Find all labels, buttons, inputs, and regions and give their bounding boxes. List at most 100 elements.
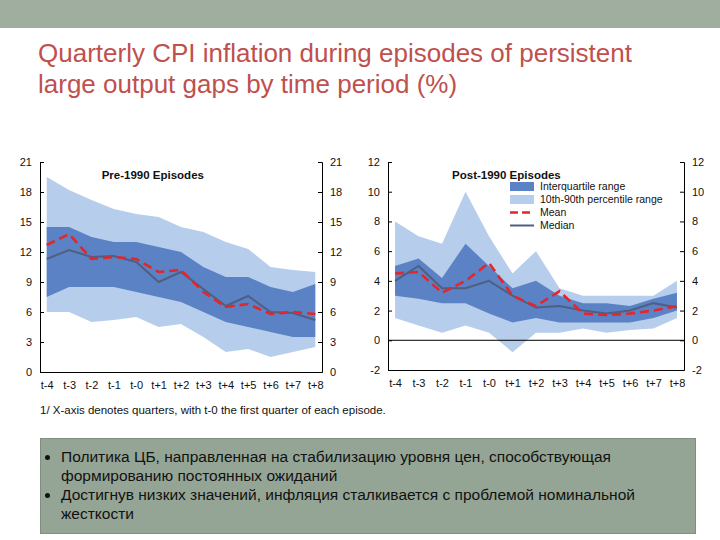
y-tick: 8 bbox=[374, 215, 392, 227]
y-tick: 12 bbox=[680, 156, 704, 168]
y-tick: 21 bbox=[318, 156, 342, 168]
legend-item: Mean bbox=[510, 206, 566, 218]
tick-mark bbox=[680, 340, 684, 341]
legend-swatch bbox=[510, 195, 534, 204]
x-tick-label: t+8 bbox=[308, 379, 324, 391]
axis-line bbox=[41, 372, 323, 373]
axis-line bbox=[389, 370, 685, 371]
y-tick-label: 15 bbox=[20, 216, 32, 228]
y-tick: 10 bbox=[368, 186, 392, 198]
zero-line bbox=[388, 340, 684, 341]
y-tick-label: 6 bbox=[26, 306, 32, 318]
legend: Interquartile range10th-90th percentile … bbox=[510, 180, 663, 231]
x-tick-label: t+2 bbox=[529, 377, 545, 389]
plot-marks bbox=[47, 177, 316, 357]
legend-item: Interquartile range bbox=[510, 180, 625, 192]
y-tick-label: 2 bbox=[692, 305, 698, 317]
x-tick-label: t-1 bbox=[108, 379, 121, 391]
y-tick-label: 18 bbox=[330, 186, 342, 198]
y-tick: 6 bbox=[374, 245, 392, 257]
x-tick: t-0 bbox=[130, 372, 143, 391]
legend-label: Median bbox=[540, 219, 575, 231]
tick-mark bbox=[40, 192, 44, 193]
tick-mark bbox=[40, 252, 44, 253]
tick-mark bbox=[318, 282, 322, 283]
x-tick-label: t-0 bbox=[130, 379, 143, 391]
range-band bbox=[395, 244, 677, 323]
tick-mark bbox=[40, 312, 44, 313]
header-bar bbox=[0, 0, 720, 28]
range-band bbox=[395, 192, 677, 352]
legend-item: Median bbox=[510, 219, 575, 231]
x-tick: t-4 bbox=[389, 370, 402, 389]
x-tick: t-1 bbox=[460, 370, 473, 389]
chart-panel: -2024681012-2024681012t-4t-3t-2t-1t-0t+1… bbox=[368, 156, 705, 389]
tick-mark bbox=[388, 192, 392, 193]
tick-mark bbox=[680, 162, 684, 163]
y-tick: 3 bbox=[26, 336, 44, 348]
y-tick: 10 bbox=[680, 186, 704, 198]
tick-mark bbox=[318, 192, 322, 193]
y-tick-label: 21 bbox=[330, 156, 342, 168]
x-axis: t-4t-3t-2t-1t-0t+1t+2t+3t+4t+5t+6t+7t+8 bbox=[41, 372, 324, 391]
x-tick: t+4 bbox=[218, 372, 234, 391]
tick-mark bbox=[680, 251, 684, 252]
slide-title: Quarterly CPI inflation during episodes … bbox=[38, 38, 638, 100]
x-tick: t-3 bbox=[63, 372, 76, 391]
tick-mark bbox=[40, 282, 44, 283]
x-tick-label: t+1 bbox=[151, 379, 167, 391]
x-tick: t+5 bbox=[241, 372, 257, 391]
axis-line bbox=[389, 163, 393, 371]
x-tick: t-4 bbox=[41, 372, 54, 391]
y-tick-label: -2 bbox=[370, 364, 380, 376]
mean-line bbox=[395, 263, 677, 315]
y-tick: 4 bbox=[374, 275, 392, 287]
note-item: Достигнув низких значений, инфляция стал… bbox=[61, 485, 685, 523]
axis-line bbox=[680, 163, 685, 371]
median-line bbox=[47, 250, 316, 320]
legend-label: 10th-90th percentile range bbox=[540, 193, 663, 205]
x-tick: t+4 bbox=[576, 370, 592, 389]
y-tick-label: 2 bbox=[374, 305, 380, 317]
y-tick: 12 bbox=[368, 156, 392, 168]
y-tick: 18 bbox=[20, 186, 44, 198]
y-tick: 8 bbox=[680, 215, 698, 227]
y-tick-label: 6 bbox=[692, 245, 698, 257]
y-tick-label: 0 bbox=[26, 366, 32, 378]
y-axis-right: 036912151821 bbox=[318, 156, 342, 378]
x-tick: t-3 bbox=[413, 370, 426, 389]
y-tick-label: 4 bbox=[374, 275, 380, 287]
tick-mark bbox=[680, 281, 684, 282]
slide: 1/ X-axis denotes quarters, with t-0 the… bbox=[0, 0, 720, 540]
y-tick-label: 6 bbox=[330, 306, 336, 318]
x-tick-label: t-3 bbox=[63, 379, 76, 391]
tick-mark bbox=[388, 311, 392, 312]
x-tick-label: t+7 bbox=[646, 377, 662, 389]
y-tick: 0 bbox=[374, 334, 392, 346]
x-tick-label: t+3 bbox=[196, 379, 212, 391]
tick-mark bbox=[318, 312, 322, 313]
x-tick: t+7 bbox=[646, 370, 662, 389]
x-tick: t-2 bbox=[86, 372, 99, 391]
y-axis-left: 036912151821 bbox=[20, 156, 44, 378]
x-tick-label: t-1 bbox=[460, 377, 473, 389]
tick-mark bbox=[388, 281, 392, 282]
range-band bbox=[47, 227, 316, 337]
y-tick-label: 0 bbox=[374, 334, 380, 346]
y-tick-label: 3 bbox=[330, 336, 336, 348]
legend-swatch bbox=[510, 225, 534, 227]
x-tick: t+7 bbox=[286, 372, 302, 391]
y-tick-label: 12 bbox=[330, 246, 342, 258]
x-tick-label: t+6 bbox=[623, 377, 639, 389]
y-tick: 9 bbox=[318, 276, 336, 288]
legend-swatch bbox=[510, 182, 534, 191]
y-axis-right: -2024681012 bbox=[680, 156, 704, 376]
x-tick-label: t+4 bbox=[218, 379, 234, 391]
y-tick: 18 bbox=[318, 186, 342, 198]
legend-label: Interquartile range bbox=[540, 180, 625, 192]
tick-mark bbox=[318, 162, 322, 163]
x-tick: t+5 bbox=[599, 370, 615, 389]
axis-line bbox=[318, 163, 323, 373]
y-tick-label: 6 bbox=[374, 245, 380, 257]
x-tick: t+1 bbox=[151, 372, 167, 391]
